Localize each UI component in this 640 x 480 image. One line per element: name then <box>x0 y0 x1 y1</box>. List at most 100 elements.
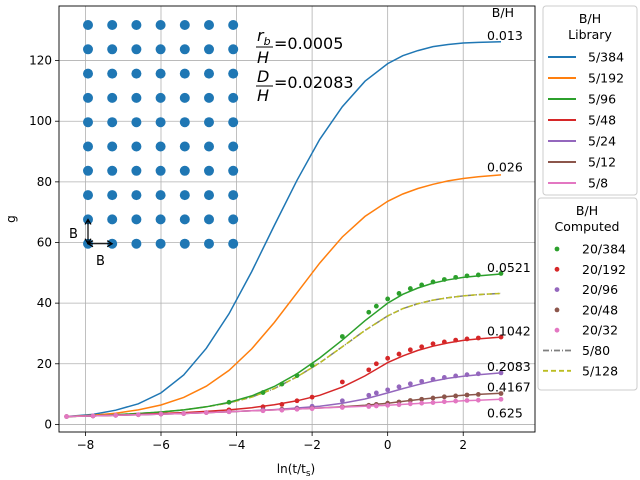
data-point-20-96 <box>373 390 379 396</box>
legend-frame <box>542 5 638 196</box>
well-dot <box>204 214 214 225</box>
well-dot <box>131 214 142 225</box>
data-point-20-32 <box>453 398 459 404</box>
y-tick-label: 20 <box>37 357 52 371</box>
well-dot <box>204 165 214 176</box>
well-dot <box>107 214 118 225</box>
legend-entry: 5/80 <box>582 343 610 358</box>
legend-entry: 20/384 <box>582 242 626 257</box>
series-line-5-8 <box>66 398 502 418</box>
data-point-20-192 <box>396 351 402 357</box>
well-dot <box>179 117 190 128</box>
well-dot <box>107 165 118 176</box>
legend-entry: 5/192 <box>588 71 624 86</box>
data-point-20-384 <box>407 286 413 291</box>
series-line-5-192 <box>66 174 502 418</box>
well-dot <box>204 117 214 128</box>
data-point-20-384 <box>294 373 300 379</box>
data-point-20-32 <box>64 414 69 419</box>
well-dot <box>179 141 190 152</box>
x-tick-label: −6 <box>152 438 170 452</box>
data-point-20-32 <box>396 402 402 408</box>
well-dot <box>204 141 214 152</box>
data-point-20-32 <box>339 405 345 410</box>
well-dot <box>155 214 166 225</box>
y-tick-label: 80 <box>37 175 52 189</box>
y-tick-label: 100 <box>29 114 52 128</box>
curve-label: 0.4167 <box>487 380 531 395</box>
x-tick-label: −8 <box>77 438 95 452</box>
well-dot <box>228 44 239 55</box>
data-point-20-192 <box>373 361 379 367</box>
well-dot <box>204 190 214 201</box>
grid-lines <box>59 6 535 432</box>
plot-frame <box>58 5 536 433</box>
well-dot <box>228 20 239 30</box>
well-dot <box>228 117 239 128</box>
data-point-20-192 <box>366 367 372 373</box>
legend-entry: 20/48 <box>582 302 618 317</box>
data-point-20-48 <box>498 391 504 396</box>
y-axis-label: g <box>4 215 18 223</box>
well-dot <box>131 238 142 249</box>
well-dot <box>83 44 93 55</box>
well-dot <box>83 165 93 176</box>
well-dot <box>204 92 214 103</box>
well-dot <box>107 92 118 103</box>
data-point-20-96 <box>475 371 481 377</box>
well-dot <box>228 68 239 79</box>
legend-computed: B/H Computed 20/384 20/192 20/96 20/48 20/32… <box>537 197 638 391</box>
curve-label: 0.026 <box>487 160 523 175</box>
arrow-heads <box>86 240 114 248</box>
data-point-20-384 <box>373 303 379 309</box>
data-point-20-32 <box>366 404 372 409</box>
curve-label: 0.2083 <box>487 359 531 374</box>
well-dot <box>179 214 190 225</box>
well-dot <box>179 238 190 249</box>
data-point-20-48 <box>464 392 470 398</box>
well-dot <box>131 117 142 128</box>
data-point-20-384 <box>498 271 504 276</box>
inset-label-b-vertical: B <box>69 227 78 242</box>
curve-label: 0.1042 <box>487 323 531 338</box>
well-dot <box>131 165 142 176</box>
well-dot <box>131 68 142 79</box>
data-point-20-384 <box>366 309 372 315</box>
data-point-20-192 <box>453 337 459 343</box>
well-dot <box>107 190 118 201</box>
data-point-20-48 <box>430 395 436 401</box>
well-pattern-inset: BB <box>69 20 239 269</box>
data-point-20-32 <box>475 397 481 403</box>
well-dot <box>204 44 214 55</box>
data-point-20-32 <box>135 412 141 418</box>
h-symbol: H <box>257 86 269 105</box>
parameter-annotation-d: D H =0.02083 <box>256 67 354 105</box>
legend-swatch <box>554 246 560 252</box>
data-point-20-32 <box>441 399 447 405</box>
data-point-20-96 <box>453 373 459 379</box>
data-point-20-32 <box>203 410 209 415</box>
x-tick-label: −2 <box>303 438 321 452</box>
data-point-20-384 <box>260 390 266 395</box>
well-dot <box>155 165 166 176</box>
well-dot <box>107 44 118 55</box>
legend-entry: 5/12 <box>588 155 616 170</box>
legend-entry: 5/128 <box>582 363 618 378</box>
well-dot <box>204 68 214 79</box>
well-dot <box>155 44 166 55</box>
data-point-20-384 <box>339 334 345 339</box>
well-dot <box>155 141 166 152</box>
legend-title-line2: Library <box>568 27 612 42</box>
well-dot <box>228 141 239 152</box>
curve-labels: B/H 0.013 0.026 0.0521 0.1042 0.2083 0.4167 0.6… <box>487 5 531 420</box>
data-point-20-192 <box>385 355 391 361</box>
well-dot <box>155 238 166 249</box>
data-point-20-384 <box>385 296 391 302</box>
data-point-20-384 <box>430 279 436 285</box>
well-dot <box>83 141 93 152</box>
y-tick-label: 40 <box>37 296 52 310</box>
series-markers <box>64 271 504 419</box>
legend-entry: 5/96 <box>588 92 616 107</box>
plot-area: BB <box>64 20 504 419</box>
